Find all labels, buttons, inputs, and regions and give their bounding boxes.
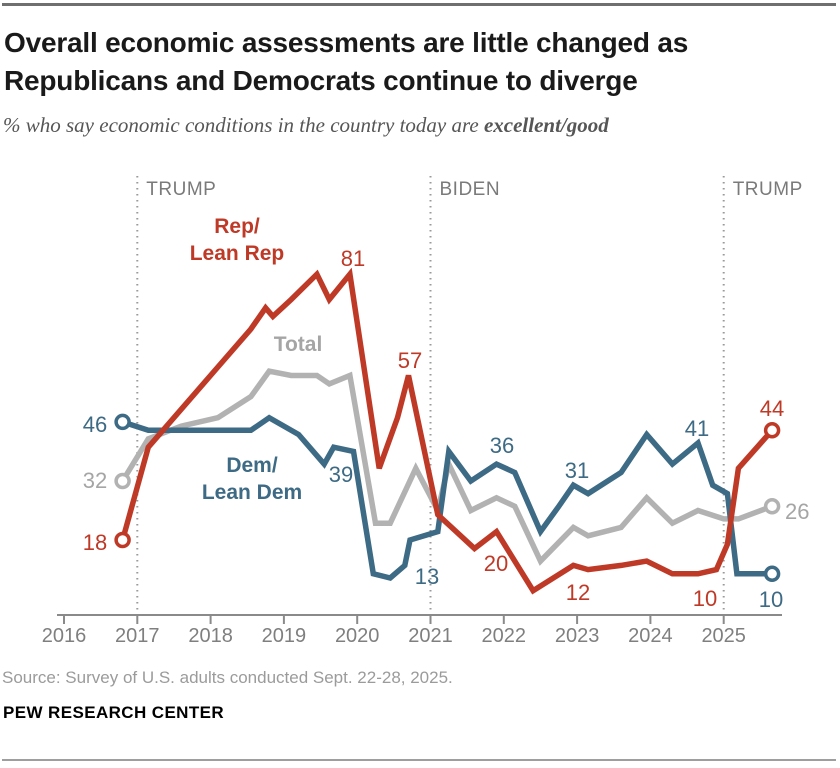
value-label-dem-36-7: 36	[489, 433, 515, 458]
value-label-dem-31-9: 31	[564, 458, 590, 483]
x-axis-label-2016: 2016	[41, 625, 87, 647]
chart-subtitle-text: % who say economic conditions in the cou…	[3, 113, 484, 137]
value-label-dem-41-11: 41	[684, 416, 710, 441]
value-label-rep-44-13: 44	[759, 396, 785, 421]
era-label-trump-0: TRUMP	[146, 179, 217, 200]
value-label-dem-39-5: 39	[328, 462, 354, 487]
series-line-rep	[119, 267, 775, 595]
x-axis-label-2025: 2025	[701, 625, 746, 647]
x-axis-label-2022: 2022	[481, 625, 527, 647]
chart-subtitle: % who say economic conditions in the cou…	[3, 113, 833, 138]
series-label-rep: Rep/Lean Rep	[190, 213, 285, 267]
series-label-rep-line: Lean Rep	[189, 242, 285, 265]
value-label-total-26-14: 26	[785, 499, 810, 524]
page-title: Overall economic assessments are little …	[4, 24, 834, 100]
value-label-dem-13-6: 13	[414, 564, 440, 589]
series-label-total-line: Total	[273, 333, 323, 356]
value-label-rep-57-4: 57	[397, 348, 423, 373]
value-label-rep-81-3: 81	[340, 246, 366, 271]
page-title-line-2: Republicans and Democrats continue to di…	[4, 65, 638, 96]
series-dem-end-marker	[763, 565, 781, 583]
x-axis-label-2018: 2018	[188, 625, 233, 647]
series-label-total: Total	[274, 331, 323, 358]
chart-subtitle-emphasis: excellent/good	[483, 113, 609, 137]
series-label-dem-line: Dem/	[226, 454, 278, 477]
series-label-dem: Dem/Lean Dem	[202, 452, 302, 506]
x-axis-label-2019: 2019	[261, 625, 307, 647]
series-label-dem-line: Lean Dem	[201, 481, 303, 504]
value-label-dem-10-15: 10	[758, 587, 784, 612]
series-dem-start-marker	[114, 413, 131, 431]
source-note: Source: Survey of U.S. adults conducted …	[2, 668, 453, 687]
series-rep-end-marker	[763, 422, 781, 439]
x-axis-label-2024: 2024	[628, 625, 673, 647]
series-label-rep-line: Rep/	[214, 215, 260, 238]
x-axis-label-2017: 2017	[115, 625, 160, 647]
x-axis-label-2021: 2021	[408, 625, 453, 647]
era-label-trump-2: TRUMP	[732, 179, 803, 200]
era-label-biden-1: BIDEN	[439, 179, 501, 200]
x-axis-label-2020: 2020	[334, 625, 380, 647]
top-rule	[2, 3, 836, 6]
value-label-rep-18-2: 18	[82, 530, 108, 555]
pew-research-center-wordmark: PEW RESEARCH CENTER	[3, 703, 225, 722]
series-total-end-marker	[763, 498, 781, 515]
series-line-dem	[121, 414, 773, 582]
value-label-total-32-1: 32	[82, 468, 108, 493]
series-total-start-marker	[114, 472, 131, 490]
value-label-rep-20-8: 20	[483, 551, 509, 576]
series-rep-start-marker	[114, 531, 131, 549]
value-label-rep-12-10: 12	[565, 580, 591, 605]
page-title-line-1: Overall economic assessments are little …	[4, 27, 689, 58]
value-label-dem-46-0: 46	[82, 412, 108, 437]
x-axis-label-2023: 2023	[554, 625, 600, 647]
value-label-rep-10-12: 10	[692, 586, 718, 611]
bottom-rule	[2, 759, 836, 761]
